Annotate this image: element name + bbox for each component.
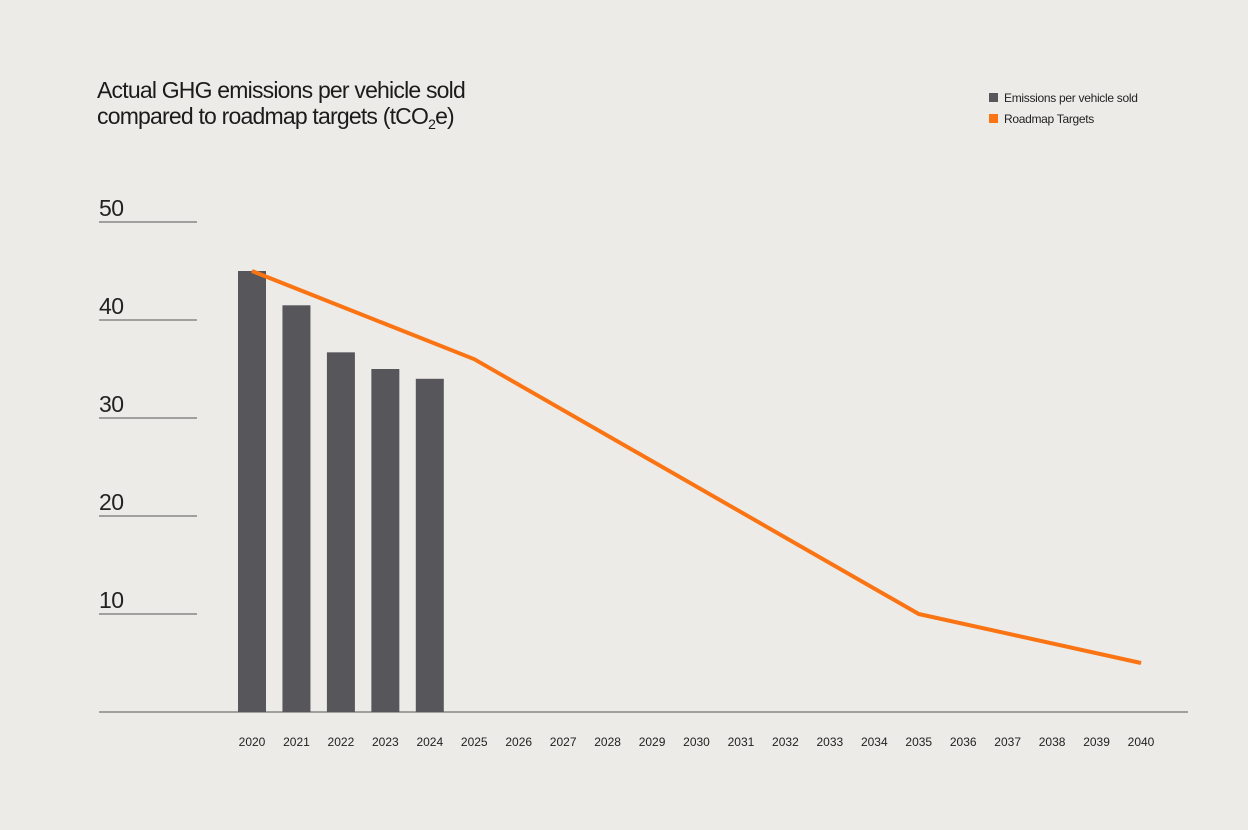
legend-swatch-targets [989,114,998,123]
x-tick-label: 2020 [239,735,266,749]
bar-2021 [282,305,311,712]
x-tick-label: 2037 [994,735,1021,749]
x-tick-label: 2033 [816,735,843,749]
x-tick-label: 2025 [461,735,488,749]
roadmap-target-line [251,269,1142,665]
y-tick-label: 40 [99,293,124,319]
x-tick-label: 2026 [505,735,532,749]
x-tick-label: 2032 [772,735,799,749]
y-tick-label: 50 [99,195,124,221]
x-tick-label: 2021 [283,735,310,749]
x-tick-label: 2027 [550,735,577,749]
x-tick-label: 2036 [950,735,977,749]
legend-label-emissions: Emissions per vehicle sold [1004,91,1138,105]
chart-title-line1: Actual GHG emissions per vehicle sold [97,77,465,103]
target-point-2035 [918,613,920,615]
bar-2020 [238,271,266,712]
target-point-2020 [251,270,253,272]
y-tick-label: 20 [99,489,124,515]
x-tick-label: 2038 [1039,735,1066,749]
x-tick-label: 2022 [328,735,355,749]
y-tick-label: 10 [99,587,124,613]
x-tick-label: 2039 [1083,735,1110,749]
x-tick-label: 2030 [683,735,710,749]
target-point-2025 [473,358,475,360]
chart-title-line2: compared to roadmap targets (tCO2e) [97,103,454,132]
x-tick-label: 2035 [905,735,932,749]
bar-2023 [371,369,400,712]
x-tick-label: 2031 [728,735,755,749]
bar-2022 [326,352,355,712]
x-tick-label: 2028 [594,735,621,749]
legend-label-targets: Roadmap Targets [1004,112,1094,126]
x-tick-label: 2024 [416,735,443,749]
x-tick-label: 2040 [1128,735,1155,749]
target-point-2040 [1140,662,1142,664]
x-tick-label: 2023 [372,735,399,749]
legend: Emissions per vehicle sold Roadmap Targe… [989,91,1138,126]
x-tick-label: 2034 [861,735,888,749]
x-tick-label: 2029 [639,735,666,749]
bar-2024 [415,378,444,712]
legend-swatch-emissions [989,93,998,102]
y-tick-label: 30 [99,391,124,417]
